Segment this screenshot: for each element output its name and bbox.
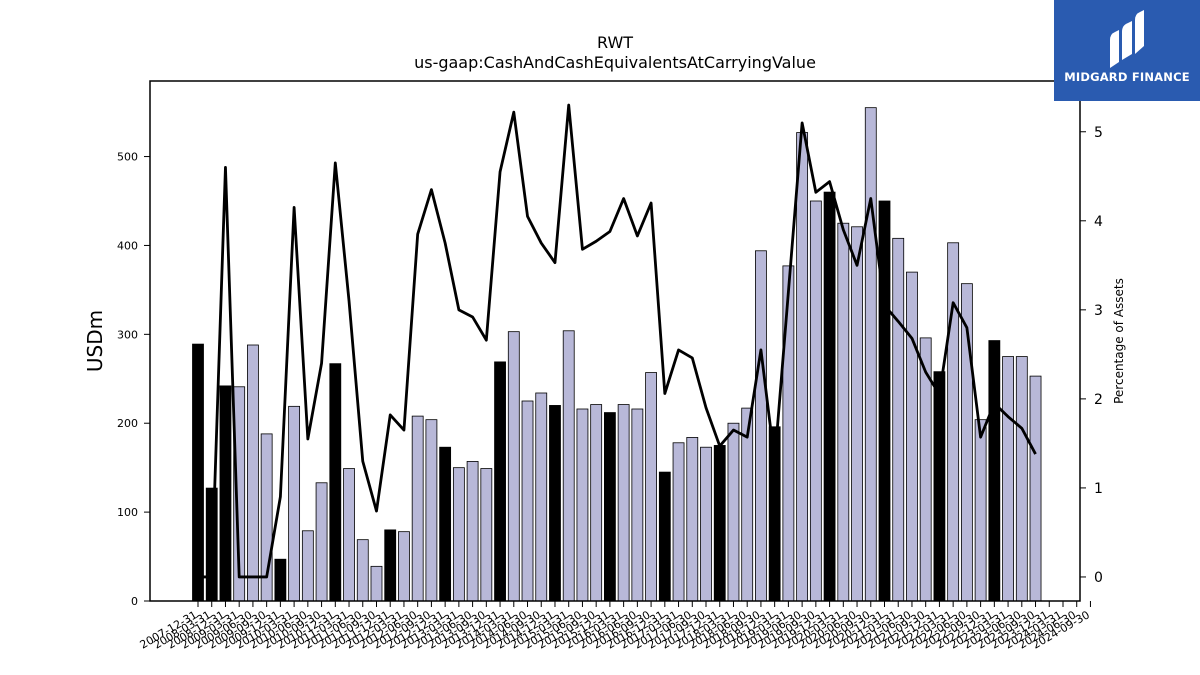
bar-2013-09-30 bbox=[480, 468, 493, 602]
bar-2011-06-30 bbox=[356, 539, 369, 602]
y2-tick-label: 3 bbox=[1094, 303, 1103, 319]
bar-2010-09-30 bbox=[315, 482, 328, 602]
bar-2015-09-30 bbox=[590, 404, 603, 602]
mf-logo-icon bbox=[1110, 10, 1144, 68]
right-y-axis: 0 1 2 3 4 5 bbox=[1080, 125, 1103, 586]
bar-2012-06-30 bbox=[411, 415, 424, 602]
bar-2012-03-31 bbox=[398, 531, 410, 602]
bar-2015-12-31 bbox=[604, 412, 616, 602]
bar-2016-06-30 bbox=[631, 408, 644, 602]
bar-2021-06-30 bbox=[906, 271, 918, 602]
bar-2012-09-30 bbox=[425, 419, 438, 602]
chart-title: RWT bbox=[597, 33, 633, 52]
bar-2015-06-30 bbox=[576, 408, 589, 602]
y-tick-label: 100 bbox=[117, 506, 138, 519]
y-axis-label: USDm bbox=[83, 310, 107, 372]
bar-2018-09-30 bbox=[755, 250, 767, 602]
bar-2013-03-31 bbox=[452, 467, 465, 602]
percentage-line-group bbox=[198, 103, 1037, 579]
bar-2017-06-30 bbox=[686, 437, 699, 602]
brand-logo: MIDGARD FINANCE bbox=[1054, 0, 1200, 101]
bar-2014-03-31 bbox=[507, 331, 520, 602]
y-tick-label: 0 bbox=[131, 595, 138, 608]
bar-2011-12-31 bbox=[384, 529, 397, 602]
bar-2019-12-31 bbox=[823, 191, 836, 602]
bar-2019-03-31 bbox=[782, 265, 795, 602]
bar-2020-03-31 bbox=[837, 222, 850, 602]
bar-2012-12-31 bbox=[439, 446, 452, 602]
y2-axis-label: Percentage of Assets bbox=[1112, 278, 1126, 404]
bar-2019-06-30 bbox=[796, 132, 809, 602]
bar-2022-09-30 bbox=[974, 419, 987, 602]
y-tick-label: 300 bbox=[117, 328, 138, 341]
bar-2022-12-31 bbox=[988, 340, 1001, 602]
plot-frame bbox=[149, 80, 1081, 602]
bar-2017-03-31 bbox=[672, 442, 685, 602]
bar-2014-06-30 bbox=[521, 400, 534, 602]
y-tick-label: 400 bbox=[117, 239, 138, 252]
bar-2021-03-31 bbox=[892, 237, 905, 602]
bar-2009-06-30 bbox=[247, 344, 259, 602]
x-axis: 2007-12-312008-03-312008-12-312009-03-31… bbox=[138, 601, 1092, 652]
percentage-of-assets-line bbox=[198, 103, 1037, 579]
y2-tick-label: 4 bbox=[1094, 214, 1103, 230]
left-y-axis: 0 100 200 300 400 500 bbox=[117, 151, 150, 608]
bar-2016-09-30 bbox=[645, 372, 657, 602]
bar-2007-12-31 bbox=[192, 343, 204, 602]
y-tick-label: 200 bbox=[117, 417, 138, 430]
y2-tick-label: 5 bbox=[1094, 125, 1103, 141]
bar-2013-06-30 bbox=[466, 461, 479, 602]
bar-2020-06-30 bbox=[851, 226, 863, 602]
bar-2014-12-31 bbox=[549, 405, 561, 602]
bar-2010-03-31 bbox=[288, 405, 301, 602]
bar-2018-03-31 bbox=[727, 422, 740, 602]
bar-2017-09-30 bbox=[700, 446, 712, 602]
bar-2016-12-31 bbox=[658, 471, 671, 602]
bar-2023-06-30 bbox=[1015, 356, 1028, 602]
bar-2008-12-31 bbox=[219, 385, 232, 602]
bar-2010-12-31 bbox=[329, 363, 342, 602]
bar-2011-03-31 bbox=[343, 468, 355, 602]
bar-2020-12-31 bbox=[878, 200, 891, 602]
brand-name: MIDGARD FINANCE bbox=[1064, 70, 1190, 84]
bar-2010-06-30 bbox=[301, 530, 314, 602]
y2-tick-label: 0 bbox=[1094, 570, 1103, 586]
bar-2023-03-31 bbox=[1002, 356, 1014, 602]
bars-group bbox=[192, 107, 1042, 602]
bar-2011-09-30 bbox=[370, 565, 383, 602]
bar-2019-09-30 bbox=[809, 200, 822, 602]
bar-2013-12-31 bbox=[494, 361, 506, 602]
bar-2014-09-30 bbox=[535, 392, 548, 602]
bar-2022-03-31 bbox=[947, 242, 960, 602]
bar-2020-09-30 bbox=[864, 107, 877, 602]
bar-2017-12-31 bbox=[713, 445, 726, 602]
bar-2009-12-31 bbox=[274, 558, 287, 602]
y2-tick-label: 1 bbox=[1094, 481, 1103, 497]
bar-2016-03-31 bbox=[617, 404, 630, 602]
bar-2021-12-31 bbox=[933, 371, 946, 602]
y-tick-label: 500 bbox=[117, 151, 138, 164]
bar-2015-03-31 bbox=[562, 330, 575, 602]
bar-2023-09-30 bbox=[1029, 375, 1042, 602]
chart-subtitle: us-gaap:CashAndCashEquivalentsAtCarrying… bbox=[414, 53, 816, 72]
y2-tick-label: 2 bbox=[1094, 392, 1103, 408]
